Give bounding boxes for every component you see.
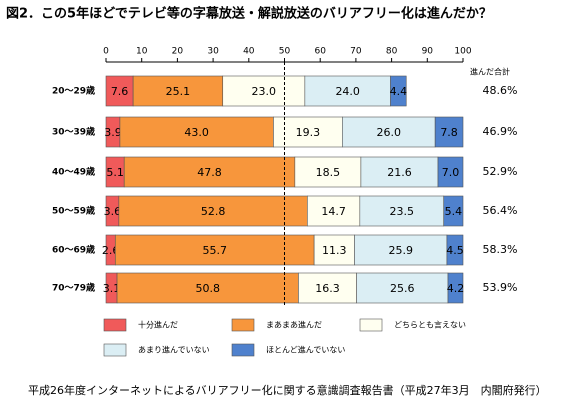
legend-swatch bbox=[103, 343, 127, 357]
legend-swatch bbox=[359, 318, 383, 332]
legend-label: まあまあ進んだ bbox=[266, 321, 322, 330]
bar-segment bbox=[360, 156, 439, 188]
value-label: 3.9 bbox=[104, 126, 122, 139]
y-tick-label: 40～49歳 bbox=[52, 166, 95, 178]
value-label: 7.8 bbox=[440, 126, 458, 139]
value-label: 14.7 bbox=[321, 205, 346, 218]
value-label: 21.6 bbox=[387, 166, 412, 179]
total-header: 進んだ合計 bbox=[470, 67, 510, 77]
total-label: 58.3% bbox=[483, 243, 518, 256]
x-tick-label: 100 bbox=[454, 47, 471, 57]
value-label: 19.3 bbox=[296, 126, 321, 139]
value-label: 5.4 bbox=[445, 205, 463, 218]
y-tick-label: 50～59歳 bbox=[52, 205, 95, 217]
value-label: 4.2 bbox=[447, 282, 465, 295]
bar-segment bbox=[354, 234, 448, 266]
y-tick-label: 60～69歳 bbox=[52, 244, 95, 256]
value-label: 47.8 bbox=[197, 166, 222, 179]
x-tick-label: 90 bbox=[422, 47, 434, 57]
x-tick-label: 20 bbox=[172, 47, 184, 57]
value-label: 4.5 bbox=[446, 244, 464, 257]
value-label: 3.1 bbox=[103, 282, 121, 295]
legend-label: 十分進んだ bbox=[138, 320, 178, 330]
x-tick-label: 60 bbox=[314, 47, 326, 57]
total-label: 52.9% bbox=[483, 165, 518, 178]
value-label: 23.0 bbox=[252, 85, 277, 98]
legend-swatch bbox=[231, 318, 255, 332]
y-tick-label: 70～79歳 bbox=[52, 282, 95, 294]
value-label: 24.0 bbox=[335, 85, 360, 98]
value-label: 4.4 bbox=[390, 85, 408, 98]
value-label: 52.8 bbox=[201, 205, 226, 218]
value-label: 11.3 bbox=[322, 244, 347, 257]
value-label: 25.9 bbox=[388, 244, 413, 257]
bar-segment bbox=[359, 195, 445, 227]
legend-label: あまり進んでいない bbox=[138, 346, 210, 355]
x-tick-label: 30 bbox=[207, 47, 219, 57]
y-tick-label: 20～29歳 bbox=[52, 85, 95, 97]
bar-segment bbox=[447, 272, 464, 304]
chart-title: 図2．この5年ほどでテレビ等の字幕放送・解説放送のバリアフリー化は進んだか？ bbox=[6, 6, 492, 22]
bar-segment bbox=[437, 156, 464, 188]
legend-label: どちらとも言えない bbox=[394, 320, 466, 330]
value-label: 23.5 bbox=[390, 205, 415, 218]
y-tick-label: 30～39歳 bbox=[52, 126, 95, 138]
bar-segment bbox=[114, 234, 315, 266]
value-label: 7.0 bbox=[442, 166, 460, 179]
bar-segment bbox=[304, 75, 391, 107]
source: 平成26年度インターネットによるバリアフリー化に関する意識調査報告書（平成27年… bbox=[28, 383, 547, 397]
x-tick-label: 10 bbox=[136, 47, 148, 57]
value-label: 7.6 bbox=[111, 85, 129, 98]
value-label: 3.6 bbox=[104, 205, 122, 218]
value-label: 50.8 bbox=[195, 282, 220, 295]
value-label: 16.3 bbox=[315, 282, 340, 295]
x-tick-label: 80 bbox=[386, 47, 398, 57]
x-tick-label: 40 bbox=[243, 47, 255, 57]
bar-segment bbox=[390, 75, 407, 107]
value-label: 18.5 bbox=[316, 166, 341, 179]
value-label: 25.6 bbox=[390, 282, 415, 295]
value-label: 43.0 bbox=[184, 126, 209, 139]
bar-segment bbox=[105, 75, 134, 107]
bar-segment bbox=[132, 75, 224, 107]
value-label: 55.7 bbox=[202, 244, 227, 257]
bar-segment bbox=[443, 195, 464, 227]
legend-label: ほとんど進んでいない bbox=[266, 346, 345, 355]
total-label: 48.6% bbox=[483, 84, 518, 97]
total-label: 56.4% bbox=[483, 204, 518, 217]
x-tick-label: 0 bbox=[103, 47, 109, 57]
bar-segment bbox=[434, 116, 464, 148]
value-label: 26.0 bbox=[376, 126, 401, 139]
bar-segment bbox=[222, 75, 306, 107]
bar-segment bbox=[446, 234, 464, 266]
value-label: 5.1 bbox=[106, 166, 124, 179]
total-label: 53.9% bbox=[483, 281, 518, 294]
legend-swatch bbox=[103, 318, 127, 332]
bar-segment bbox=[118, 195, 308, 227]
bar-segment bbox=[123, 156, 296, 188]
bar-segment bbox=[294, 156, 362, 188]
total-label: 46.9% bbox=[483, 125, 518, 138]
value-label: 25.1 bbox=[166, 85, 191, 98]
x-tick-label: 70 bbox=[350, 47, 362, 57]
x-tick-label: 50 bbox=[279, 47, 291, 57]
legend-swatch bbox=[231, 343, 255, 357]
bar-segment bbox=[342, 116, 436, 148]
bar-segment bbox=[116, 272, 299, 304]
bar-segment bbox=[307, 195, 361, 227]
